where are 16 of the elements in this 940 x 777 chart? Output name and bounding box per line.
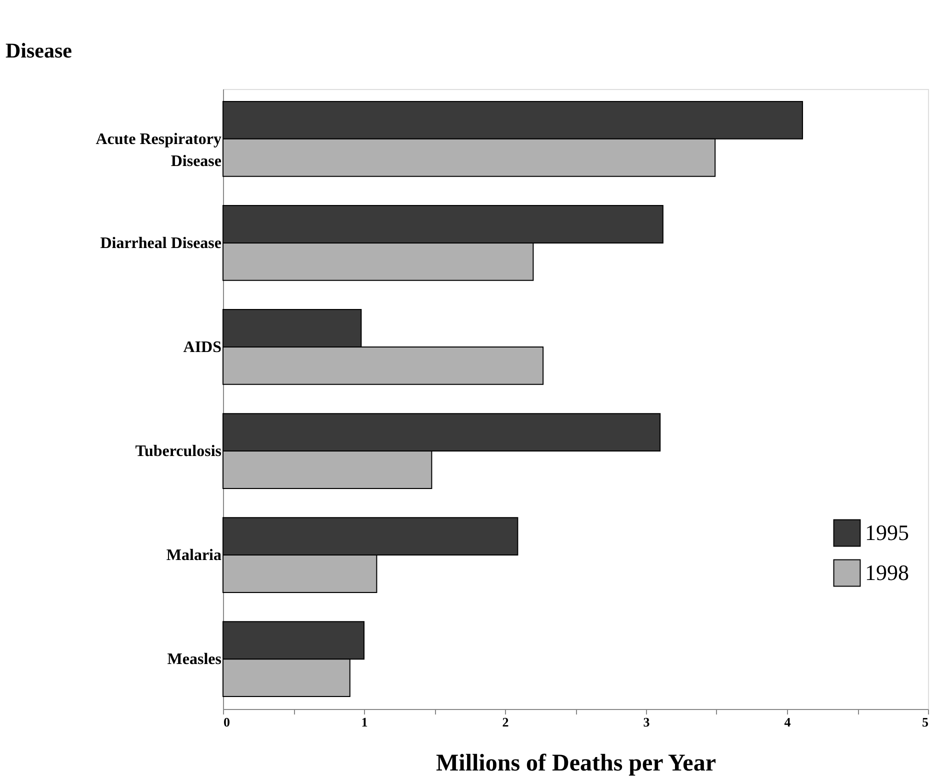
y-tick-label: Tuberculosis: [135, 443, 222, 460]
x-tick-label: 4: [784, 714, 792, 730]
y-tick-label: Malaria: [166, 547, 222, 564]
y-tick-label: Measles: [167, 651, 222, 668]
x-tick-label: 3: [643, 714, 650, 730]
x-tick-label: 1: [361, 714, 368, 730]
y-axis-title: Disease: [6, 38, 72, 62]
y-tick-label: AIDS: [183, 338, 222, 356]
x-tick-label: 5: [922, 714, 929, 730]
x-axis-title: Millions of Deaths per Year: [436, 750, 716, 776]
y-tick-label: Acute Respiratory Disease: [96, 130, 222, 170]
x-tick-label: 2: [502, 714, 509, 730]
legend-label: 1998: [865, 560, 909, 585]
legend-label: 1995: [865, 520, 909, 545]
y-tick-label: Diarrheal Disease: [100, 234, 222, 252]
x-tick-label: 0: [224, 714, 230, 730]
